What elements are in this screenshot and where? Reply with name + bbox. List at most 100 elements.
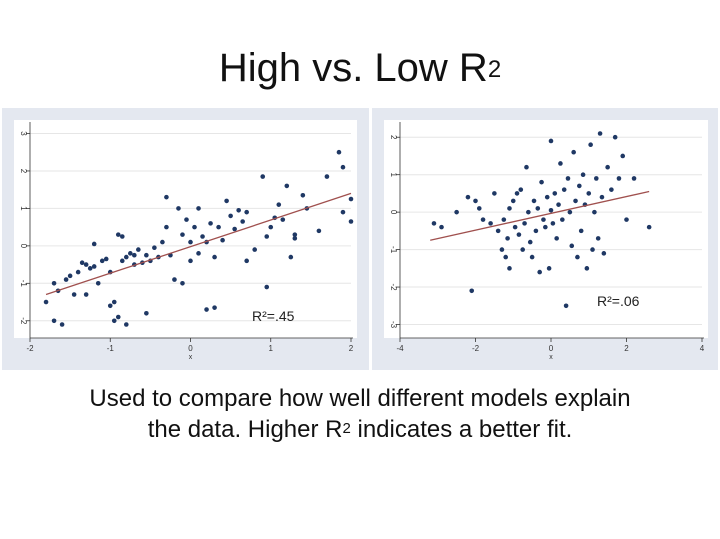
data-point bbox=[561, 187, 567, 192]
slide-title-text: High vs. Low R bbox=[218, 46, 488, 90]
y-tick-label: -2 bbox=[19, 317, 28, 325]
data-point bbox=[612, 134, 618, 140]
data-point bbox=[554, 236, 559, 241]
y-tick-label: 3 bbox=[19, 131, 28, 136]
y-tick-label: 0 bbox=[19, 244, 28, 249]
data-point bbox=[499, 247, 505, 252]
data-point bbox=[527, 239, 533, 245]
x-tick-label: 2 bbox=[349, 344, 354, 353]
x-tick-label: -2 bbox=[472, 344, 480, 353]
data-point bbox=[164, 194, 169, 200]
data-point bbox=[556, 202, 561, 207]
scatter-chart-low-r2: -3 -2 -1 0 1 2 -4 -2 0 2 4 x R²=.06 bbox=[384, 120, 708, 361]
data-point bbox=[546, 266, 552, 271]
data-point bbox=[176, 206, 181, 211]
data-point bbox=[601, 251, 607, 256]
data-point bbox=[51, 281, 57, 286]
caption-superscript: 2 bbox=[342, 420, 351, 437]
data-point bbox=[336, 149, 342, 155]
data-point bbox=[516, 232, 522, 237]
data-point bbox=[212, 254, 217, 260]
data-point bbox=[324, 174, 330, 179]
caption-line-2-end: indicates a better fit. bbox=[350, 416, 573, 443]
data-point bbox=[526, 209, 531, 215]
data-point bbox=[469, 288, 475, 294]
data-point bbox=[646, 224, 652, 230]
data-point bbox=[87, 266, 93, 271]
r-squared-annotation: R²=.06 bbox=[597, 293, 640, 309]
data-point bbox=[196, 206, 201, 211]
data-point bbox=[212, 305, 217, 310]
data-point bbox=[580, 172, 586, 177]
data-point bbox=[144, 310, 149, 316]
data-point bbox=[292, 236, 298, 241]
data-point bbox=[488, 221, 493, 226]
data-point bbox=[264, 234, 270, 239]
data-point bbox=[111, 318, 117, 324]
data-point bbox=[292, 232, 298, 237]
caption-line-1: Used to compare how well different model… bbox=[89, 385, 631, 412]
y-tick-label: -2 bbox=[389, 283, 398, 291]
scatter-panel-low-r2: -3 -2 -1 0 1 2 -4 -2 0 2 4 x R²=.06 bbox=[372, 108, 718, 370]
data-point bbox=[240, 219, 245, 224]
data-point bbox=[454, 209, 459, 215]
data-point bbox=[495, 228, 501, 234]
data-point bbox=[505, 236, 510, 241]
data-point bbox=[103, 256, 109, 262]
scatter-chart-high-r2: -2 -1 0 1 2 3 -2 -1 0 1 2 x R²=.45 bbox=[14, 120, 357, 361]
x-tick-label: 1 bbox=[269, 344, 274, 353]
r-squared-annotation: R²=.45 bbox=[252, 308, 295, 324]
data-point bbox=[616, 176, 622, 181]
data-point bbox=[107, 303, 113, 309]
data-point bbox=[152, 245, 157, 251]
data-point bbox=[597, 131, 603, 136]
data-point bbox=[348, 196, 354, 202]
data-point bbox=[605, 164, 610, 170]
y-tick-label: 1 bbox=[389, 172, 398, 177]
data-point bbox=[208, 221, 213, 226]
data-point bbox=[439, 224, 444, 230]
data-point bbox=[594, 176, 599, 181]
data-point bbox=[144, 252, 149, 258]
data-point bbox=[192, 224, 197, 230]
x-tick-label: -2 bbox=[26, 344, 34, 353]
y-tick-label: -3 bbox=[389, 321, 398, 329]
data-point bbox=[43, 299, 49, 305]
y-tick-label: 2 bbox=[19, 169, 28, 174]
fit-line bbox=[45, 192, 352, 296]
data-point bbox=[59, 322, 65, 327]
data-point bbox=[160, 239, 165, 245]
data-point bbox=[83, 262, 89, 267]
data-point bbox=[91, 241, 97, 247]
data-point bbox=[507, 206, 512, 211]
data-point bbox=[575, 254, 580, 260]
data-point bbox=[124, 254, 129, 260]
data-point bbox=[567, 209, 573, 215]
data-point bbox=[119, 234, 125, 239]
caption-line-2: the data. Higher R2 indicates a better f… bbox=[0, 414, 720, 445]
data-point bbox=[188, 258, 193, 264]
slide-title-superscript: 2 bbox=[487, 56, 502, 83]
data-point bbox=[316, 228, 322, 234]
data-point bbox=[236, 207, 241, 213]
data-point bbox=[480, 217, 486, 222]
data-point bbox=[164, 224, 169, 230]
data-point bbox=[204, 307, 209, 312]
data-point bbox=[128, 251, 133, 256]
data-point bbox=[124, 322, 129, 327]
data-point bbox=[260, 174, 266, 179]
data-point bbox=[539, 179, 544, 185]
y-tick-label: -1 bbox=[19, 280, 28, 288]
slide-caption: Used to compare how well different model… bbox=[0, 383, 720, 445]
data-point bbox=[588, 142, 593, 148]
data-point bbox=[609, 187, 614, 192]
data-point bbox=[244, 209, 249, 215]
data-point bbox=[578, 228, 584, 234]
data-point bbox=[63, 277, 69, 282]
data-point bbox=[252, 247, 257, 252]
data-point bbox=[522, 221, 527, 226]
data-point bbox=[535, 206, 541, 211]
data-point bbox=[563, 303, 569, 309]
data-point bbox=[550, 221, 556, 226]
data-point bbox=[228, 213, 233, 219]
